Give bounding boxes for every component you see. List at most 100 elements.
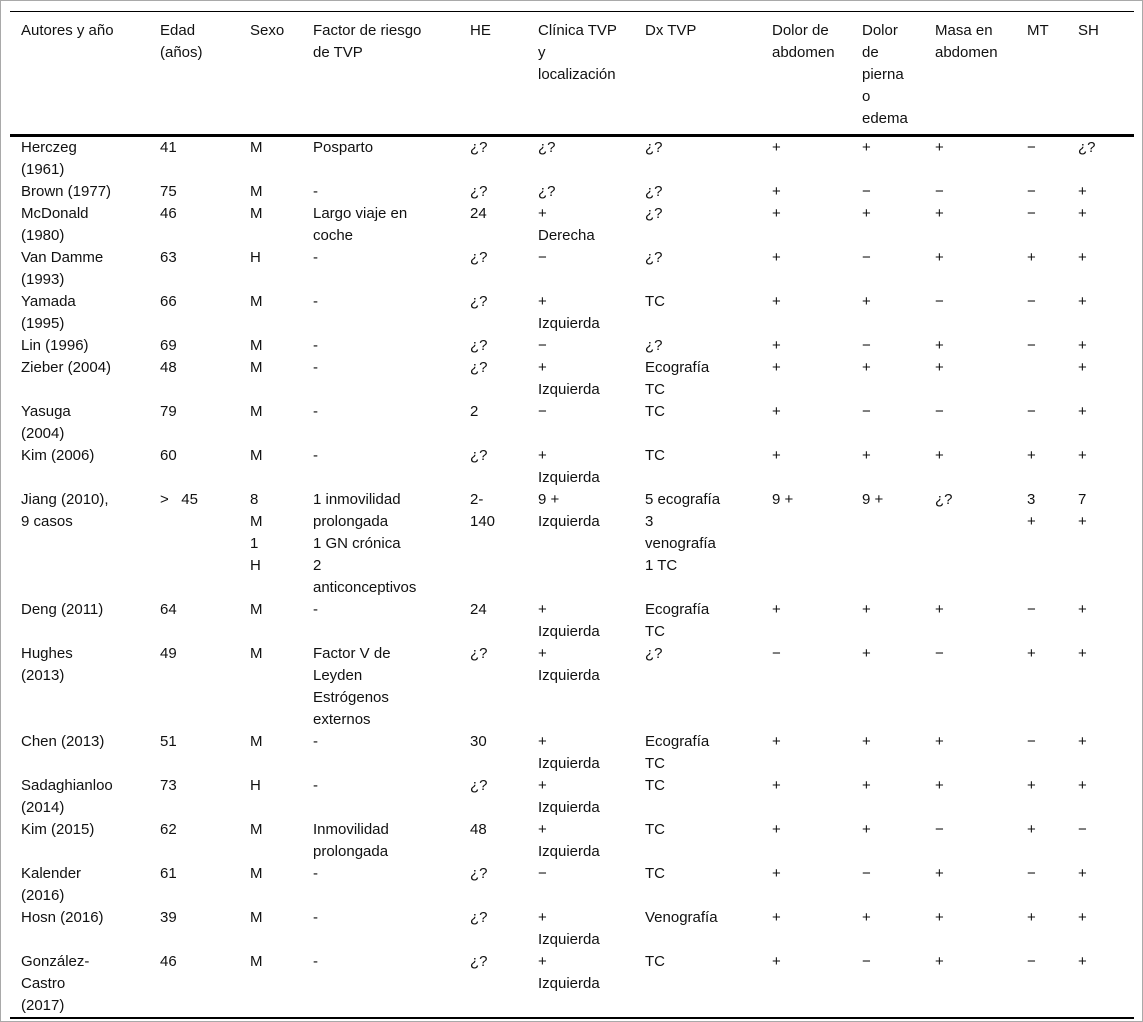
table-cell: +: [772, 821, 781, 838]
table-cell: ¿?: [538, 139, 556, 156]
table-cell: ¿?: [470, 909, 488, 926]
table-cell: +: [1078, 777, 1087, 794]
table-cell: +: [862, 205, 871, 222]
table-cell: + Izquierda: [538, 733, 600, 772]
case-review-table: Autores y año Edad (años) Sexo Factor de ri…: [10, 11, 1134, 1019]
table-cell: +: [862, 447, 871, 464]
table-row: McDonald (1980) 46 M Largo viaje en coche 24…: [10, 203, 1134, 247]
table-cell: +: [772, 865, 781, 882]
table-cell: +: [862, 293, 871, 310]
table-cell: +: [1078, 337, 1087, 354]
table-cell: 9 +: [772, 491, 794, 508]
table-cell: +: [935, 249, 944, 266]
table-cell: +: [862, 601, 871, 618]
table-cell: +: [1078, 205, 1087, 222]
table-cell: > 45: [160, 491, 198, 508]
table-cell: ¿?: [538, 183, 556, 200]
table-cell: -: [313, 733, 318, 750]
table-cell: 1 inmovilidad prolongada 1 GN crónica 2 …: [313, 491, 417, 596]
table-cell: -: [313, 953, 318, 970]
table-cell: -: [313, 777, 318, 794]
column-header: Dolor de abdomen: [772, 11, 862, 137]
table-cell: M: [250, 403, 263, 420]
table-cell: Zieber (2004): [21, 359, 112, 376]
table-cell: -: [313, 601, 318, 618]
table-cell: M: [250, 645, 263, 662]
table-cell: M: [250, 733, 263, 750]
table-cell: 69: [160, 337, 177, 354]
column-header: Factor de riesgo de TVP: [313, 11, 470, 137]
table-cell: +: [772, 403, 781, 420]
table-cell: +: [772, 249, 781, 266]
table-cell: +: [1027, 909, 1036, 926]
table-cell: Kalender (2016): [21, 865, 82, 904]
table-cell: + Derecha: [538, 205, 595, 244]
table-cell: +: [935, 337, 944, 354]
table-cell: −: [1027, 205, 1036, 222]
table-cell: +: [772, 139, 781, 156]
table-cell: −: [935, 403, 944, 420]
table-cell: Van Damme (1993): [21, 249, 104, 288]
table-cell: ¿?: [645, 183, 663, 200]
table-cell: + Izquierda: [538, 645, 600, 684]
table-cell: +: [1078, 183, 1087, 200]
table-row: Van Damme (1993) 63 H - ¿? − ¿? + − + + +: [10, 247, 1134, 291]
table-cell: ¿?: [645, 249, 663, 266]
table-cell: +: [862, 777, 871, 794]
table-cell: 48: [470, 821, 487, 838]
table-cell: + Izquierda: [538, 821, 600, 860]
table-cell: −: [1027, 733, 1036, 750]
table-row: Yamada (1995) 66 M - ¿? + Izquierda TC + + − − +: [10, 291, 1134, 335]
table-cell: Jiang (2010), 9 casos: [21, 491, 109, 530]
column-header: Masa en abdomen: [935, 11, 1027, 137]
table-cell: TC: [645, 821, 665, 838]
table-cell: + Izquierda: [538, 909, 600, 948]
table-cell: +: [1027, 447, 1036, 464]
table-cell: M: [250, 205, 263, 222]
table-cell: TC: [645, 953, 665, 970]
table-cell: TC: [645, 865, 665, 882]
table-cell: ¿?: [645, 337, 663, 354]
table-cell: −: [1027, 953, 1036, 970]
table-cell: M: [250, 909, 263, 926]
table-row: Hughes (2013) 49 M Factor V de Leyden Estró…: [10, 643, 1134, 731]
table-cell: 73: [160, 777, 177, 794]
table-cell: +: [862, 139, 871, 156]
table-cell: +: [1078, 403, 1087, 420]
table-cell: −: [538, 249, 547, 266]
table-header-row: Autores y año Edad (años) Sexo Factor de ri…: [10, 11, 1134, 137]
table-cell: -: [313, 359, 318, 376]
column-header: MT: [1027, 11, 1078, 137]
table-cell: TC: [645, 293, 665, 310]
column-header: Dolor de pierna o edema: [862, 11, 935, 137]
table-cell: +: [772, 183, 781, 200]
table-cell: Lin (1996): [21, 337, 89, 354]
table-cell: + Izquierda: [538, 447, 600, 486]
table-row: Hosn (2016) 39 M - ¿? + Izquierda Venografía + +…: [10, 907, 1134, 951]
table-cell: 60: [160, 447, 177, 464]
table-cell: M: [250, 953, 263, 970]
table-cell: M: [250, 293, 263, 310]
table-cell: −: [538, 865, 547, 882]
table-cell: 24: [470, 601, 487, 618]
table-cell: +: [1078, 909, 1087, 926]
table-cell: ¿?: [470, 953, 488, 970]
table-cell: 24: [470, 205, 487, 222]
table-cell: +: [935, 359, 944, 376]
column-header: Dx TVP: [645, 11, 772, 137]
table-cell: 2- 140: [470, 491, 496, 530]
table-cell: +: [1078, 359, 1087, 376]
table-header: Autores y año Edad (años) Sexo Factor de ri…: [10, 11, 1134, 137]
table-cell: ¿?: [470, 645, 488, 662]
table-cell: −: [772, 645, 781, 662]
table-cell: 66: [160, 293, 177, 310]
table-cell: Kim (2015): [21, 821, 95, 838]
table-cell: −: [862, 953, 871, 970]
table-cell: +: [935, 777, 944, 794]
table-cell: −: [935, 821, 944, 838]
table-row: Sadaghianloo (2014) 73 H - ¿? + Izquierda TC + +…: [10, 775, 1134, 819]
table-cell: 63: [160, 249, 177, 266]
table-cell: ¿?: [470, 359, 488, 376]
table-cell: M: [250, 865, 263, 882]
